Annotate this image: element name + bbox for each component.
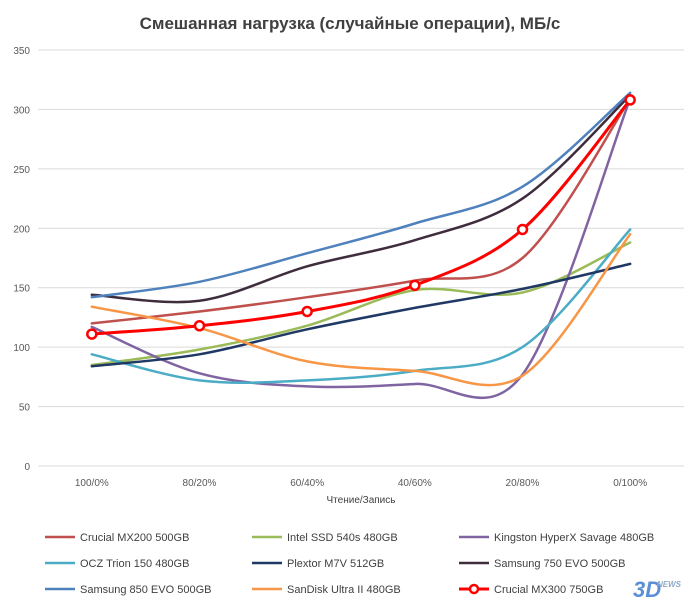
y-tick-label: 150 — [13, 284, 30, 295]
series-line — [90, 98, 632, 336]
x-tick-label: 80/20% — [183, 478, 217, 489]
series-line — [90, 228, 632, 384]
legend-item: Crucial MX200 500GB — [45, 532, 189, 544]
series-2 — [90, 241, 632, 367]
legend-item: Plextor M7V 512GB — [252, 558, 384, 570]
legend-label: SanDisk Ultra II 480GB — [287, 584, 401, 596]
watermark-logo: 3D NEWS — [633, 577, 682, 602]
legend-label: Samsung 750 EVO 500GB — [494, 558, 625, 570]
legend-item: SanDisk Ultra II 480GB — [252, 584, 401, 596]
series-4 — [90, 228, 632, 384]
legend-marker — [468, 583, 480, 595]
y-tick-label: 200 — [13, 224, 30, 235]
legend-label: Kingston HyperX Savage 480GB — [494, 532, 654, 544]
y-tick-label: 0 — [24, 462, 30, 473]
x-tick-label: 20/80% — [506, 478, 540, 489]
x-axis-ticks: 100/0% 80/20% 60/40% 40/60% 20/80% 0/100% — [75, 478, 647, 489]
y-tick-label: 100 — [13, 343, 30, 354]
series-6 — [90, 93, 632, 304]
series-line — [90, 262, 632, 368]
legend-label: Plextor M7V 512GB — [287, 558, 384, 570]
y-tick-label: 50 — [19, 403, 31, 414]
legend-item: Crucial MX300 750GB — [459, 583, 603, 596]
data-point — [409, 279, 421, 292]
legend-label: Crucial MX200 500GB — [80, 532, 189, 544]
legend-item: Samsung 850 EVO 500GB — [45, 584, 211, 596]
data-point — [624, 94, 636, 106]
y-tick-label: 350 — [13, 46, 30, 57]
watermark-sub: NEWS — [657, 580, 682, 589]
legend-item: OCZ Trion 150 480GB — [45, 558, 189, 570]
x-tick-label: 0/100% — [613, 478, 647, 489]
data-point — [193, 319, 206, 332]
data-point — [516, 223, 529, 236]
series-line — [90, 91, 632, 299]
series-1 — [90, 97, 632, 325]
x-axis-label: Чтение/Запись — [327, 495, 396, 506]
series-5 — [90, 262, 632, 368]
series-line — [90, 97, 632, 325]
series-7 — [90, 91, 632, 299]
legend-item: Kingston HyperX Savage 480GB — [459, 532, 654, 544]
x-tick-label: 40/60% — [398, 478, 432, 489]
series-line — [90, 241, 632, 367]
series-lines — [86, 91, 636, 400]
data-point — [86, 328, 98, 340]
y-axis-ticks: 0 50 100 150 200 250 300 350 — [13, 46, 30, 473]
legend-label: Samsung 850 EVO 500GB — [80, 584, 211, 596]
x-tick-label: 100/0% — [75, 478, 109, 489]
legend-label: Crucial MX300 750GB — [494, 584, 603, 596]
watermark-main: 3D — [633, 577, 661, 602]
series-line — [90, 93, 632, 304]
legend-label: OCZ Trion 150 480GB — [80, 558, 189, 570]
gridlines — [38, 49, 684, 467]
legend: Crucial MX200 500GB Intel SSD 540s 480GB K… — [45, 532, 654, 596]
data-point — [301, 305, 313, 318]
x-tick-label: 60/40% — [290, 478, 324, 489]
chart-title: Смешанная нагрузка (случайные операции),… — [140, 14, 561, 33]
legend-item: Samsung 750 EVO 500GB — [459, 558, 625, 570]
y-tick-label: 300 — [13, 105, 30, 116]
legend-label: Intel SSD 540s 480GB — [287, 532, 398, 544]
series-9 — [86, 94, 636, 340]
legend-item: Intel SSD 540s 480GB — [252, 532, 398, 544]
y-tick-label: 250 — [13, 165, 30, 176]
